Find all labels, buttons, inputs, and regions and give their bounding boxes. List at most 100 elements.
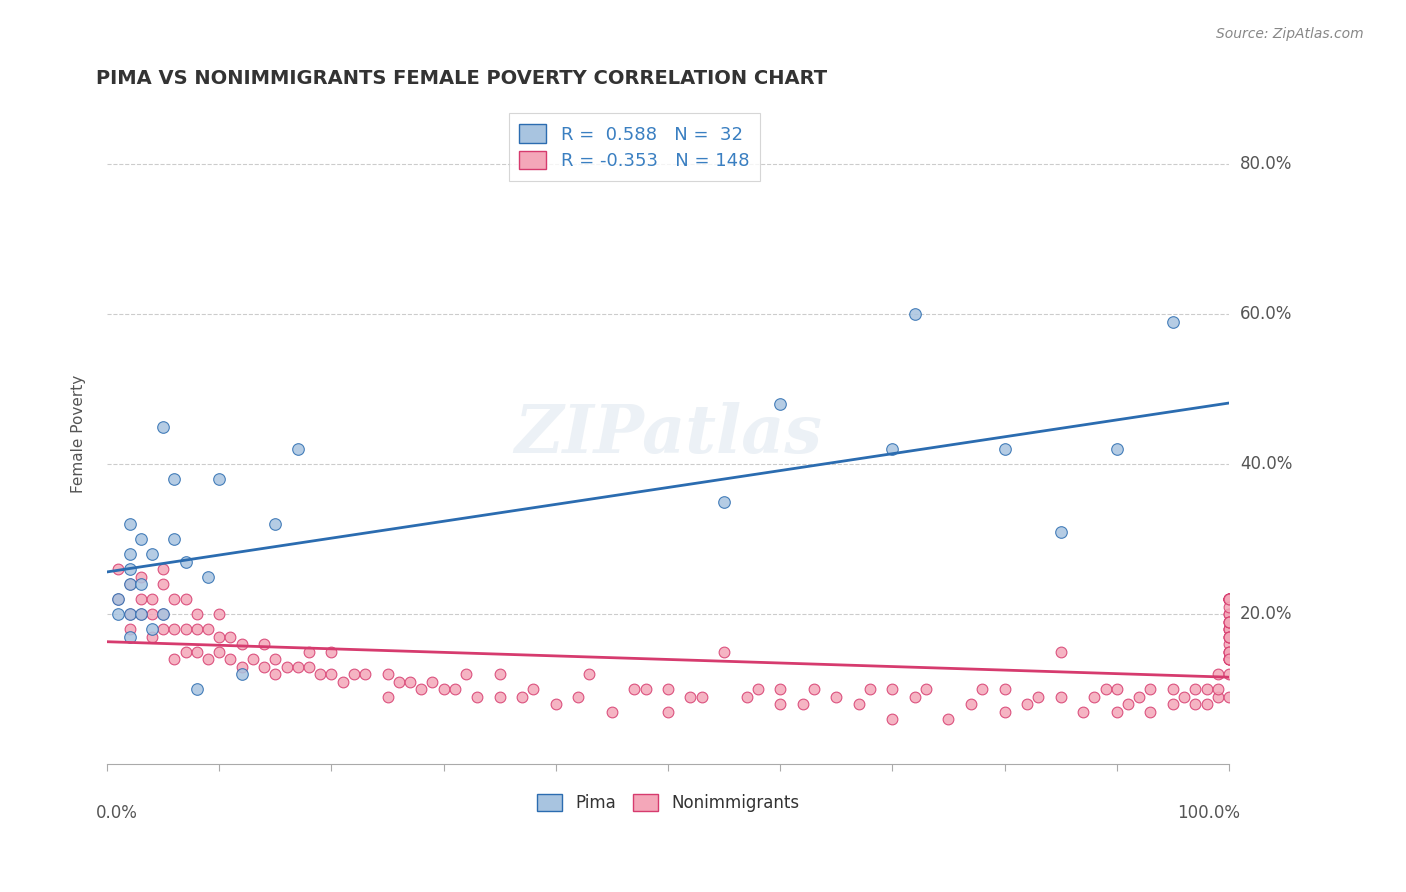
Point bbox=[208, 607, 231, 622]
Point bbox=[1184, 682, 1206, 697]
Point bbox=[152, 562, 174, 576]
Point bbox=[994, 705, 1017, 719]
Point bbox=[1218, 592, 1240, 607]
Point bbox=[522, 682, 544, 697]
Point bbox=[1218, 630, 1240, 644]
Point bbox=[129, 577, 152, 591]
Point bbox=[679, 690, 702, 704]
Point bbox=[253, 660, 276, 674]
Point bbox=[219, 630, 242, 644]
Point bbox=[769, 397, 792, 411]
Point bbox=[141, 547, 163, 561]
Point bbox=[231, 660, 253, 674]
Point bbox=[1049, 524, 1071, 539]
Point bbox=[938, 712, 960, 726]
Point bbox=[1105, 682, 1128, 697]
Point bbox=[994, 442, 1017, 457]
Point bbox=[848, 698, 870, 712]
Point bbox=[1105, 442, 1128, 457]
Point bbox=[1161, 698, 1184, 712]
Point bbox=[208, 472, 231, 486]
Point bbox=[1218, 615, 1240, 629]
Point bbox=[454, 667, 477, 681]
Point bbox=[186, 682, 208, 697]
Point bbox=[882, 442, 904, 457]
Point bbox=[1218, 630, 1240, 644]
Point bbox=[657, 682, 679, 697]
Point bbox=[904, 690, 927, 704]
Point bbox=[174, 622, 197, 636]
Point bbox=[510, 690, 533, 704]
Point bbox=[1128, 690, 1150, 704]
Point bbox=[1206, 690, 1229, 704]
Point bbox=[287, 442, 309, 457]
Point bbox=[152, 419, 174, 434]
Point bbox=[1218, 637, 1240, 651]
Point bbox=[1139, 705, 1161, 719]
Point bbox=[163, 533, 186, 547]
Point bbox=[1218, 615, 1240, 629]
Point bbox=[1218, 592, 1240, 607]
Point bbox=[107, 592, 129, 607]
Text: ZIPatlas: ZIPatlas bbox=[515, 401, 823, 467]
Point bbox=[298, 645, 321, 659]
Point bbox=[1218, 592, 1240, 607]
Point bbox=[129, 533, 152, 547]
Point bbox=[411, 682, 433, 697]
Text: PIMA VS NONIMMIGRANTS FEMALE POVERTY CORRELATION CHART: PIMA VS NONIMMIGRANTS FEMALE POVERTY COR… bbox=[96, 69, 827, 87]
Point bbox=[657, 705, 679, 719]
Text: 0.0%: 0.0% bbox=[96, 804, 138, 822]
Point bbox=[141, 622, 163, 636]
Point bbox=[163, 622, 186, 636]
Point bbox=[377, 667, 399, 681]
Point bbox=[354, 667, 377, 681]
Point bbox=[1218, 607, 1240, 622]
Point bbox=[197, 622, 219, 636]
Point bbox=[129, 592, 152, 607]
Point bbox=[792, 698, 814, 712]
Point bbox=[544, 698, 567, 712]
Text: 40.0%: 40.0% bbox=[1240, 455, 1292, 474]
Point bbox=[399, 674, 422, 689]
Text: 100.0%: 100.0% bbox=[1177, 804, 1240, 822]
Point bbox=[1083, 690, 1105, 704]
Point bbox=[1218, 645, 1240, 659]
Point bbox=[1218, 622, 1240, 636]
Point bbox=[264, 667, 287, 681]
Point bbox=[186, 645, 208, 659]
Point bbox=[298, 660, 321, 674]
Point bbox=[186, 622, 208, 636]
Text: 80.0%: 80.0% bbox=[1240, 155, 1292, 173]
Point bbox=[1218, 592, 1240, 607]
Point bbox=[690, 690, 713, 704]
Point bbox=[1161, 315, 1184, 329]
Point bbox=[1218, 592, 1240, 607]
Point bbox=[343, 667, 366, 681]
Point bbox=[904, 307, 927, 321]
Point bbox=[1161, 682, 1184, 697]
Point bbox=[107, 607, 129, 622]
Point bbox=[118, 577, 141, 591]
Point bbox=[1195, 698, 1218, 712]
Point bbox=[1218, 645, 1240, 659]
Point bbox=[118, 607, 141, 622]
Point bbox=[129, 607, 152, 622]
Point bbox=[1015, 698, 1038, 712]
Point bbox=[1173, 690, 1195, 704]
Point bbox=[231, 637, 253, 651]
Point bbox=[1116, 698, 1139, 712]
Point bbox=[825, 690, 848, 704]
Point bbox=[1218, 622, 1240, 636]
Point bbox=[208, 645, 231, 659]
Point bbox=[197, 652, 219, 666]
Point bbox=[769, 698, 792, 712]
Y-axis label: Female Poverty: Female Poverty bbox=[72, 376, 86, 493]
Point bbox=[634, 682, 657, 697]
Point bbox=[713, 645, 735, 659]
Point bbox=[186, 607, 208, 622]
Point bbox=[1184, 698, 1206, 712]
Point bbox=[1218, 630, 1240, 644]
Point bbox=[1218, 599, 1240, 614]
Point bbox=[231, 667, 253, 681]
Point bbox=[332, 674, 354, 689]
